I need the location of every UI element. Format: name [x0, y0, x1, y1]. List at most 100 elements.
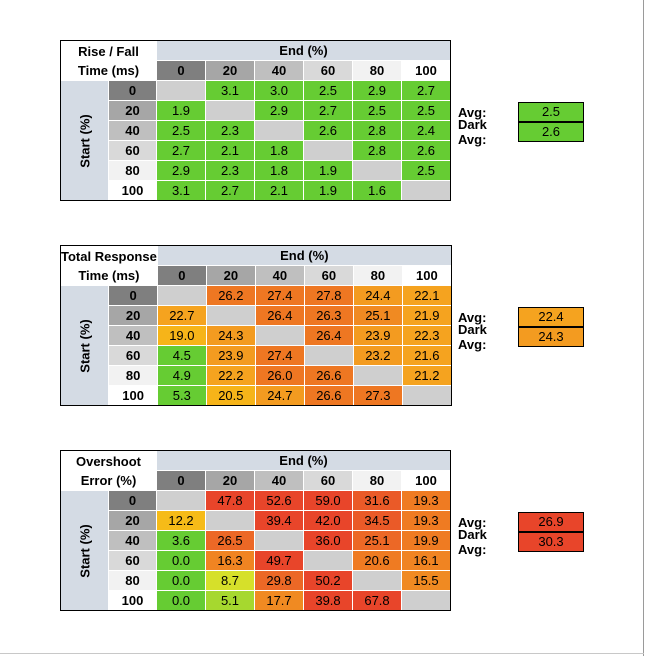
heatmap-cell: 0.0: [156, 550, 206, 571]
end-level-60: 60: [303, 265, 354, 286]
heatmap-cell: 26.4: [254, 305, 305, 326]
heatmap-cell: 27.8: [303, 285, 354, 306]
heatmap-cell: 0.0: [156, 590, 206, 611]
end-level-100: 100: [401, 265, 452, 286]
avg-label: Avg:: [458, 104, 487, 120]
table-row: 60 4.5 23.9 27.4 23.2 21.6: [61, 345, 452, 366]
end-level-0: 0: [156, 470, 206, 491]
overshoot-error-table: Overshoot Error (%) End (%) 0 20 40 60 80 100 Sta…: [60, 450, 451, 611]
heatmap-cell: 2.7: [401, 80, 451, 101]
start-axis-label: Start (%): [60, 80, 109, 201]
end-level-20: 20: [205, 265, 256, 286]
heatmap-cell: 8.7: [205, 570, 255, 591]
start-level-60: 60: [108, 550, 157, 571]
heatmap-cell: 23.2: [352, 345, 403, 366]
heatmap-cell: [254, 120, 304, 141]
heatmap-cell: 21.2: [401, 365, 452, 386]
heatmap-cell: [156, 285, 207, 306]
end-level-20: 20: [205, 470, 255, 491]
start-level-80: 80: [108, 160, 157, 181]
heatmap-cell: [205, 510, 255, 531]
rise-fall-time-grid: Rise / Fall Time (ms) End (%) 0 20 40 60 80 100 S…: [60, 40, 451, 201]
heatmap-cell: 26.4: [303, 325, 354, 346]
table-row: 40 3.6 26.5 36.0 25.1 19.9: [61, 530, 451, 551]
heatmap-cell: [205, 305, 256, 326]
table-title: Total Response Time (ms): [60, 245, 158, 286]
heatmap-cell: 26.0: [254, 365, 305, 386]
heatmap-cell: 2.5: [303, 80, 353, 101]
heatmap-cell: 3.1: [156, 180, 206, 201]
table-row: 20 12.2 39.4 42.0 34.5 19.3: [61, 510, 451, 531]
table-row: 60 0.0 16.3 49.7 20.6 16.1: [61, 550, 451, 571]
avg-value: 2.5: [518, 102, 584, 122]
dark-avg-row: Dark Avg: 2.6: [458, 117, 584, 147]
table-title-line2: Time (ms): [77, 62, 140, 78]
start-level-80: 80: [108, 365, 158, 386]
table-row: 40 2.5 2.3 2.6 2.8 2.4: [61, 120, 451, 141]
heatmap-cell: 2.9: [352, 80, 402, 101]
end-axis-label: End (%): [156, 450, 451, 471]
end-axis-label: End (%): [156, 40, 451, 61]
heatmap-cell: 27.3: [352, 385, 403, 406]
heatmap-cell: 2.3: [205, 120, 255, 141]
avg-value: 22.4: [518, 307, 584, 327]
heatmap-cell: [352, 365, 403, 386]
dark-avg-label: Dark Avg:: [458, 527, 487, 557]
heatmap-cell: [401, 590, 451, 611]
heatmap-cell: 52.6: [254, 490, 304, 511]
heatmap-cell: 1.9: [156, 100, 206, 121]
start-level-100: 100: [108, 590, 157, 611]
heatmap-cell: 22.2: [205, 365, 256, 386]
table-row: 100 5.3 20.5 24.7 26.6 27.3: [61, 385, 452, 406]
avg-row: Avg: 2.5: [458, 102, 584, 122]
heatmap-cell: [205, 100, 255, 121]
heatmap-cell: [303, 140, 353, 161]
heatmap-cell: 1.8: [254, 160, 304, 181]
table-row: 20 1.9 2.9 2.7 2.5 2.5: [61, 100, 451, 121]
heatmap-cell: [254, 530, 304, 551]
table-row: 100 0.0 5.1 17.7 39.8 67.8: [61, 590, 451, 611]
heatmap-cell: 2.5: [401, 100, 451, 121]
start-level-20: 20: [108, 100, 157, 121]
avg-label: Avg:: [458, 514, 487, 530]
end-level-20: 20: [205, 60, 255, 81]
heatmap-cell: 26.6: [303, 385, 354, 406]
end-level-40: 40: [254, 265, 305, 286]
heatmap-cell: 1.8: [254, 140, 304, 161]
start-axis-label-text: Start (%): [77, 113, 92, 168]
start-axis-label-text: Start (%): [77, 318, 93, 373]
end-level-0: 0: [156, 265, 207, 286]
heatmap-cell: 27.4: [254, 345, 305, 366]
heatmap-cell: 59.0: [303, 490, 353, 511]
heatmap-cell: 3.1: [205, 80, 255, 101]
right-edge-line: [643, 0, 644, 656]
heatmap-cell: 25.1: [352, 305, 403, 326]
start-level-100: 100: [108, 385, 158, 406]
heatmap-cell: [352, 570, 402, 591]
heatmap-cell: 16.1: [401, 550, 451, 571]
heatmap-cell: 24.7: [254, 385, 305, 406]
heatmap-cell: 23.9: [352, 325, 403, 346]
heatmap-cell: 1.9: [303, 180, 353, 201]
heatmap-cell: 2.8: [352, 140, 402, 161]
heatmap-cell: 26.2: [205, 285, 256, 306]
start-level-20: 20: [108, 510, 157, 531]
heatmap-cell: 2.6: [303, 120, 353, 141]
start-level-60: 60: [108, 140, 157, 161]
table-title-line2: Error (%): [80, 472, 137, 488]
heatmap-cell: 42.0: [303, 510, 353, 531]
dark-avg-value: 24.3: [518, 327, 584, 347]
averages-box: Avg: 22.4 Dark Avg: 24.3: [458, 307, 584, 352]
end-level-40: 40: [254, 60, 304, 81]
heatmap-cell: 21.9: [401, 305, 452, 326]
avg-row: Avg: 22.4: [458, 307, 584, 327]
table-title: Rise / Fall Time (ms): [60, 40, 157, 81]
heatmap-cell: [401, 385, 452, 406]
end-level-60: 60: [303, 470, 353, 491]
heatmap-cell: 19.9: [401, 530, 451, 551]
bottom-edge-line: [0, 653, 644, 654]
heatmap-cell: 2.4: [401, 120, 451, 141]
heatmap-cell: 2.6: [401, 140, 451, 161]
heatmap-cell: 67.8: [352, 590, 402, 611]
start-level-20: 20: [108, 305, 158, 326]
